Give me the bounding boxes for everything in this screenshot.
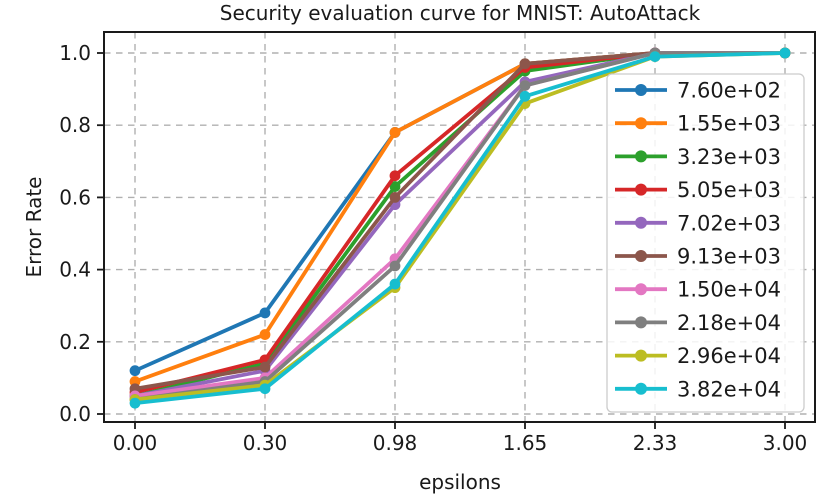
x-axis-label: epsilons <box>419 470 501 494</box>
legend-marker <box>635 250 647 262</box>
legend-label: 1.50e+04 <box>677 278 781 302</box>
legend-label: 3.82e+04 <box>677 377 781 401</box>
legend-entry-9.13e+03: 9.13e+03 <box>615 245 781 269</box>
legend-label: 2.96e+04 <box>677 344 781 368</box>
data-point-marker <box>519 58 531 70</box>
legend-label: 1.55e+03 <box>677 112 781 136</box>
legend-label: 5.05e+03 <box>677 178 781 202</box>
legend-marker <box>635 382 647 395</box>
data-point-marker <box>259 383 271 395</box>
x-tick-label: 0.30 <box>243 431 288 455</box>
legend-marker <box>635 84 647 96</box>
data-point-marker <box>129 365 141 377</box>
data-point-marker <box>389 170 401 182</box>
data-point-marker <box>519 80 531 91</box>
data-point-marker <box>259 307 271 319</box>
data-point-marker <box>389 127 401 138</box>
x-tick-label: 0.98 <box>373 431 418 455</box>
x-tick-label: 2.33 <box>633 431 678 455</box>
legend-label: 3.23e+03 <box>677 145 781 169</box>
legend-marker <box>635 150 647 163</box>
legend-label: 7.02e+03 <box>677 211 781 235</box>
y-tick-label: 0.4 <box>59 258 91 282</box>
legend-entry-2.18e+04: 2.18e+04 <box>615 311 781 335</box>
legend-label: 9.13e+03 <box>677 245 781 269</box>
y-tick-label: 0.6 <box>59 185 91 209</box>
legend-entry-3.23e+03: 3.23e+03 <box>615 145 781 169</box>
chart-title: Security evaluation curve for MNIST: Aut… <box>220 1 701 25</box>
legend-entry-1.50e+04: 1.50e+04 <box>615 278 781 302</box>
data-point-marker <box>259 361 271 373</box>
data-point-marker <box>389 192 401 203</box>
legend-label: 7.60e+02 <box>677 79 781 103</box>
data-point-marker <box>519 90 531 102</box>
data-point-marker <box>389 260 401 272</box>
legend-marker <box>635 183 647 196</box>
legend-marker <box>635 117 647 130</box>
legend-entry-5.05e+03: 5.05e+03 <box>615 178 781 202</box>
series-line <box>133 51 787 402</box>
legend-box <box>606 73 805 413</box>
x-tick-label: 0.00 <box>113 431 158 455</box>
legend-marker <box>635 316 647 329</box>
legend-entry-3.82e+04: 3.82e+04 <box>615 377 781 401</box>
legend-label: 2.18e+04 <box>677 311 781 335</box>
y-tick-label: 0.8 <box>59 113 91 137</box>
x-tick-label: 3.00 <box>763 431 808 455</box>
legend-entry-7.02e+03: 7.02e+03 <box>615 211 781 235</box>
y-tick-label: 0.0 <box>59 402 91 426</box>
legend-entry-1.55e+03: 1.55e+03 <box>615 112 781 136</box>
axis-ticks: 0.00 0.30 0.98 1.65 2.33 3.00 0.0 0.2 0.4 0.6 0.8 1… <box>59 41 807 455</box>
data-point-marker <box>649 51 661 63</box>
series-3.82e+04 <box>129 47 791 409</box>
data-point-marker <box>389 278 401 290</box>
data-point-marker <box>389 181 401 192</box>
data-point-marker <box>259 329 271 340</box>
data-series-layer <box>129 47 791 409</box>
legend-marker <box>635 216 647 229</box>
legend-marker <box>635 349 647 362</box>
y-axis-label: Error Rate <box>22 177 46 278</box>
x-tick-label: 1.65 <box>503 431 548 455</box>
y-tick-label: 1.0 <box>59 41 91 65</box>
data-point-marker <box>779 47 791 59</box>
plot-border <box>103 31 816 423</box>
legend: 7.60e+02 1.55e+03 3.23e+03 5.05e+03 7.02e+03… <box>606 73 805 413</box>
y-tick-label: 0.2 <box>59 330 91 354</box>
legend-entry-2.96e+04: 2.96e+04 <box>615 344 781 368</box>
series-line <box>133 51 787 406</box>
legend-marker <box>635 283 647 296</box>
legend-entry-7.60e+02: 7.60e+02 <box>615 79 781 103</box>
data-point-marker <box>129 397 141 409</box>
